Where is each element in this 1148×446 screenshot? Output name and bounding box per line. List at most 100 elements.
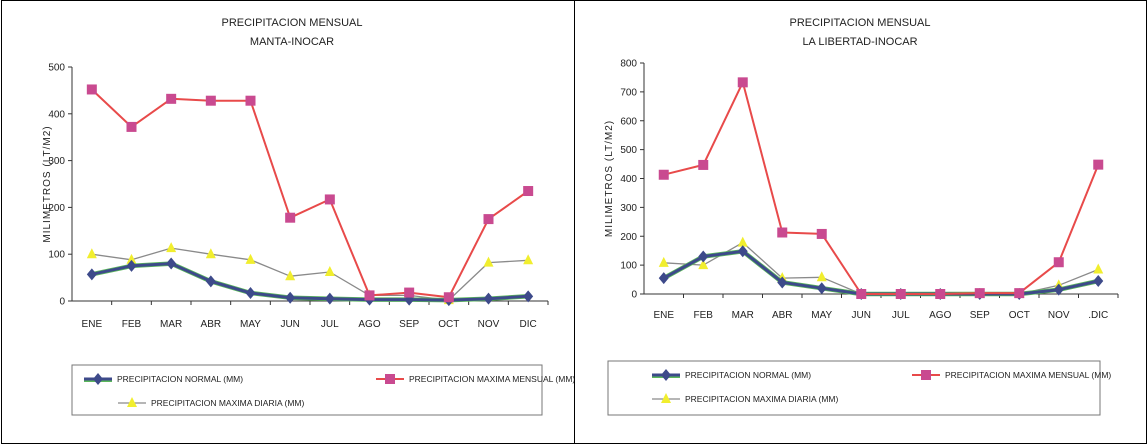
- data-point: [126, 121, 137, 132]
- x-tick-label: MAY: [811, 310, 832, 321]
- series-line: [91, 262, 529, 302]
- data-point: [126, 253, 137, 264]
- chart-la-libertad: PRECIPITACION MENSUAL LA LIBERTAD-INOCAR 0…: [604, 17, 1119, 416]
- legend-label: PRECIPITACION MAXIMA DIARIA (MM): [151, 398, 304, 408]
- legend-item: PRECIPITACION NORMAL (MM): [652, 369, 811, 381]
- data-point: [126, 259, 137, 272]
- data-point: [245, 253, 256, 264]
- data-point: [698, 159, 709, 170]
- data-point: [404, 287, 415, 298]
- data-point: [285, 212, 296, 223]
- data-point: [856, 289, 867, 299]
- x-tick-label: OCT: [438, 319, 459, 330]
- x-tick-label: ABR: [772, 310, 793, 321]
- data-point: [443, 292, 454, 303]
- series-maxima-mensual: [86, 84, 534, 303]
- legend-label: PRECIPITACION MAXIMA MENSUAL (MM): [409, 374, 574, 384]
- data-point: [777, 227, 788, 238]
- legend-item: PRECIPITACION MAXIMA MENSUAL (MM): [912, 370, 1111, 380]
- y-tick-label: 400: [48, 109, 65, 120]
- legend: PRECIPITACION NORMAL (MM) PRECIPITACION M…: [607, 360, 1111, 416]
- legend-box: [71, 364, 543, 416]
- data-point: [523, 186, 534, 197]
- data-point: [166, 257, 177, 270]
- legend-marker: [127, 397, 137, 407]
- legend-box: [607, 360, 1101, 416]
- x-tick-label: DIC: [520, 319, 537, 330]
- y-tick-label: 500: [48, 63, 65, 74]
- data-point: [658, 256, 669, 267]
- legend-item: PRECIPITACION MAXIMA DIARIA (MM): [118, 397, 304, 408]
- data-point: [698, 250, 709, 263]
- x-tick-label: NOV: [1048, 310, 1070, 321]
- legend-label: PRECIPITACION NORMAL (MM): [117, 374, 243, 384]
- chart-manta: PRECIPITACION MENSUAL MANTA-INOCAR 0 100 200…: [42, 17, 574, 416]
- x-tick-label: SEP: [970, 310, 990, 321]
- y-tick-label: 200: [620, 232, 637, 243]
- legend-marker: [661, 393, 671, 403]
- data-point: [245, 287, 256, 300]
- x-tick-label: JUL: [321, 319, 339, 330]
- y-tick-label: 0: [59, 297, 65, 308]
- data-point: [483, 214, 494, 225]
- data-point: [86, 268, 97, 281]
- legend-marker: [93, 373, 103, 385]
- data-point: [205, 95, 216, 106]
- series-normal: [658, 245, 1104, 300]
- x-tick-label: FEB: [694, 310, 714, 321]
- data-point: [816, 271, 827, 282]
- data-point: [777, 276, 788, 289]
- legend-label: PRECIPITACION MAXIMA MENSUAL (MM): [945, 370, 1111, 380]
- x-tick-label: FEB: [122, 319, 142, 330]
- data-point: [285, 291, 296, 304]
- x-tick-label: ENE: [653, 310, 674, 321]
- data-point: [1053, 257, 1064, 268]
- series-maxima-diaria: [86, 242, 534, 305]
- data-point: [737, 245, 748, 258]
- data-point: [324, 265, 335, 276]
- data-point: [205, 275, 216, 288]
- legend-marker: [385, 374, 395, 384]
- x-tick-label: SEP: [399, 319, 419, 330]
- y-tick-label: 800: [620, 59, 637, 70]
- data-point: [1053, 283, 1064, 296]
- series-maxima-diaria: [658, 236, 1104, 298]
- y-tick-label: 600: [620, 116, 637, 127]
- data-point: [1093, 159, 1104, 170]
- data-point: [658, 272, 669, 285]
- x-tick-label: ABR: [201, 319, 222, 330]
- series-line-shadow: [662, 249, 1099, 297]
- legend-item: PRECIPITACION MAXIMA MENSUAL (MM): [376, 374, 574, 384]
- y-axis-label: MILIMETROS (LT/M2): [604, 120, 615, 237]
- chart-subtitle: MANTA-INOCAR: [250, 36, 334, 48]
- y-tick-label: 200: [48, 203, 65, 214]
- data-point: [205, 248, 216, 259]
- data-point: [483, 292, 494, 305]
- data-point: [166, 242, 177, 253]
- y-tick-label: 300: [48, 156, 65, 167]
- chart-subtitle: LA LIBERTAD-INOCAR: [802, 36, 917, 48]
- series-line: [663, 249, 1099, 296]
- series-line: [663, 81, 1100, 295]
- series-line: [663, 241, 1099, 295]
- data-point: [698, 259, 709, 270]
- data-point: [364, 290, 375, 301]
- data-point: [483, 256, 494, 267]
- data-point: [1014, 288, 1025, 299]
- y-tick-label: 100: [620, 261, 637, 272]
- data-point: [816, 282, 827, 295]
- legend-label: PRECIPITACION NORMAL (MM): [685, 370, 811, 380]
- data-point: [974, 288, 985, 299]
- data-point: [1093, 275, 1104, 288]
- data-point: [86, 84, 97, 95]
- data-point: [816, 228, 827, 239]
- chart-panel-manta: PRECIPITACION MENSUAL MANTA-INOCAR 0 100 200…: [1, 0, 575, 444]
- legend-item: PRECIPITACION MAXIMA DIARIA (MM): [652, 393, 838, 404]
- data-point: [245, 95, 256, 106]
- data-point: [935, 289, 946, 299]
- data-point: [324, 292, 335, 305]
- data-point: [324, 194, 335, 205]
- data-point: [895, 289, 906, 299]
- x-tick-label: AGO: [929, 310, 951, 321]
- x-tick-label: OCT: [1009, 310, 1030, 321]
